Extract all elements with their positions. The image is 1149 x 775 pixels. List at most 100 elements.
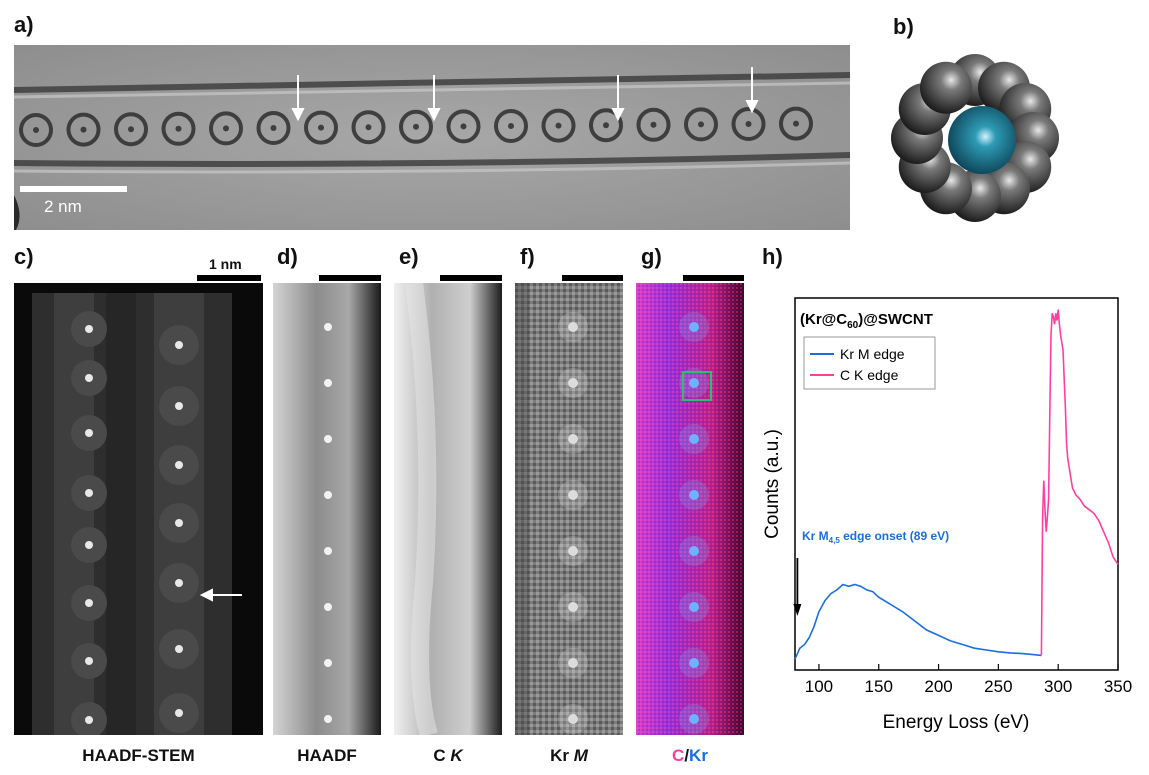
c60-core xyxy=(33,127,39,133)
scale-bar-g xyxy=(683,275,744,281)
caption-carbon: C K xyxy=(433,746,463,765)
kr-atom-dot xyxy=(175,645,183,653)
c60-core xyxy=(318,124,324,131)
chart-title: (Kr@C60)@SWCNT xyxy=(800,311,933,331)
c60-core xyxy=(745,121,752,127)
c60-cage xyxy=(209,111,243,146)
x-tick-label: 350 xyxy=(1104,677,1132,696)
haadf-stem-panel xyxy=(14,283,263,735)
c60-cage xyxy=(304,110,338,145)
kr-atom-dot xyxy=(175,519,183,527)
kr-atom-dot xyxy=(85,429,93,437)
x-tick-label: 200 xyxy=(924,677,952,696)
series-line-c-k-edge xyxy=(1040,309,1119,656)
haadf-stem-image xyxy=(32,293,242,735)
carbon-map-image xyxy=(394,283,502,735)
overlay-map-panel xyxy=(636,283,744,735)
c60-core xyxy=(793,120,799,127)
c60-cage xyxy=(66,112,101,147)
legend-entry: C K edge xyxy=(840,367,899,383)
c60-cage xyxy=(256,111,291,145)
kr-dot xyxy=(689,546,699,556)
caption-haadf-stem: HAADF-STEM xyxy=(82,746,195,765)
c60-cage xyxy=(731,107,766,141)
tem-image-panel: 2 nm xyxy=(14,45,850,230)
c60-core xyxy=(128,126,134,133)
c60-core xyxy=(80,126,87,133)
kr-dot xyxy=(568,434,578,444)
krypton-atom xyxy=(948,106,1016,174)
plot-frame xyxy=(794,297,1119,671)
c60-core xyxy=(223,125,229,132)
kr-dot xyxy=(324,603,332,611)
c60-core xyxy=(270,125,277,131)
kr-dot xyxy=(568,322,578,332)
c60-cage xyxy=(446,109,481,144)
x-tick-label: 300 xyxy=(1044,677,1072,696)
kr-atom-dot xyxy=(175,341,183,349)
tem-image xyxy=(14,45,850,230)
panel-label-d: d) xyxy=(277,244,298,269)
eels-spectrum-chart: (Kr@C60)@SWCNT Kr M edge C K edge Kr M4,5… xyxy=(762,297,1132,733)
carbon-atom xyxy=(920,61,972,114)
c60-core xyxy=(650,121,657,128)
tem-scale-label: 2 nm xyxy=(44,197,82,216)
c60-core xyxy=(460,123,467,130)
c60-core xyxy=(413,123,419,130)
kr-atom-dot xyxy=(85,325,93,333)
krypton-map-panel xyxy=(515,283,623,735)
onset-arrow xyxy=(793,558,802,616)
scale-label-c: 1 nm xyxy=(209,256,242,272)
kr-atom-dot xyxy=(175,402,183,410)
carbon-map-panel xyxy=(394,283,502,735)
kr-dot xyxy=(568,490,578,500)
x-tick-label: 250 xyxy=(984,677,1012,696)
kr-dot xyxy=(568,658,578,668)
c60-cage xyxy=(114,112,148,147)
c60-core xyxy=(698,121,704,128)
haadf-image xyxy=(273,283,381,735)
kr-dot xyxy=(324,547,332,555)
kr-dot xyxy=(324,715,332,723)
kr-dot xyxy=(568,378,578,388)
panel-label-g: g) xyxy=(641,244,662,269)
kr-atom-dot xyxy=(85,657,93,665)
krypton-map-image xyxy=(515,283,623,735)
c60-cage xyxy=(494,109,528,143)
kr-dot xyxy=(689,602,699,612)
panel-label-e: e) xyxy=(399,244,419,269)
kr-c60-model xyxy=(891,54,1059,222)
kr-atom-dot xyxy=(175,461,183,469)
c60-cage xyxy=(589,108,623,143)
caption-krypton: Kr M xyxy=(550,746,588,765)
kr-dot xyxy=(568,602,578,612)
kr-dot xyxy=(324,435,332,443)
c60-core xyxy=(365,124,372,131)
legend-entry: Kr M edge xyxy=(840,346,905,362)
c60-core xyxy=(175,125,182,132)
scale-bar-e xyxy=(440,275,502,281)
kr-dot xyxy=(689,490,699,500)
kr-atom-dot xyxy=(175,709,183,717)
kr-dot xyxy=(689,378,699,388)
scale-bar-c xyxy=(197,275,261,281)
c60-cage xyxy=(541,108,576,143)
kr-dot xyxy=(324,379,332,387)
panel-label-c: c) xyxy=(14,244,34,269)
c60-cage xyxy=(161,111,196,146)
series-line-kr-m-edge xyxy=(794,583,1042,660)
kr-dot xyxy=(689,714,699,724)
c60-core xyxy=(603,122,609,129)
y-axis-label: Counts (a.u.) xyxy=(762,429,783,539)
panel-label-f: f) xyxy=(520,244,535,269)
kr-dot xyxy=(324,323,332,331)
panel-label-h: h) xyxy=(762,244,783,269)
scale-bar-d xyxy=(319,275,381,281)
kr-dot xyxy=(324,491,332,499)
legend-box xyxy=(803,336,936,390)
panel-label-a: a) xyxy=(14,12,34,37)
c60-cage xyxy=(636,107,671,142)
panel-label-b: b) xyxy=(893,14,914,39)
c60-cage xyxy=(684,107,718,142)
kr-atom-dot xyxy=(85,716,93,724)
